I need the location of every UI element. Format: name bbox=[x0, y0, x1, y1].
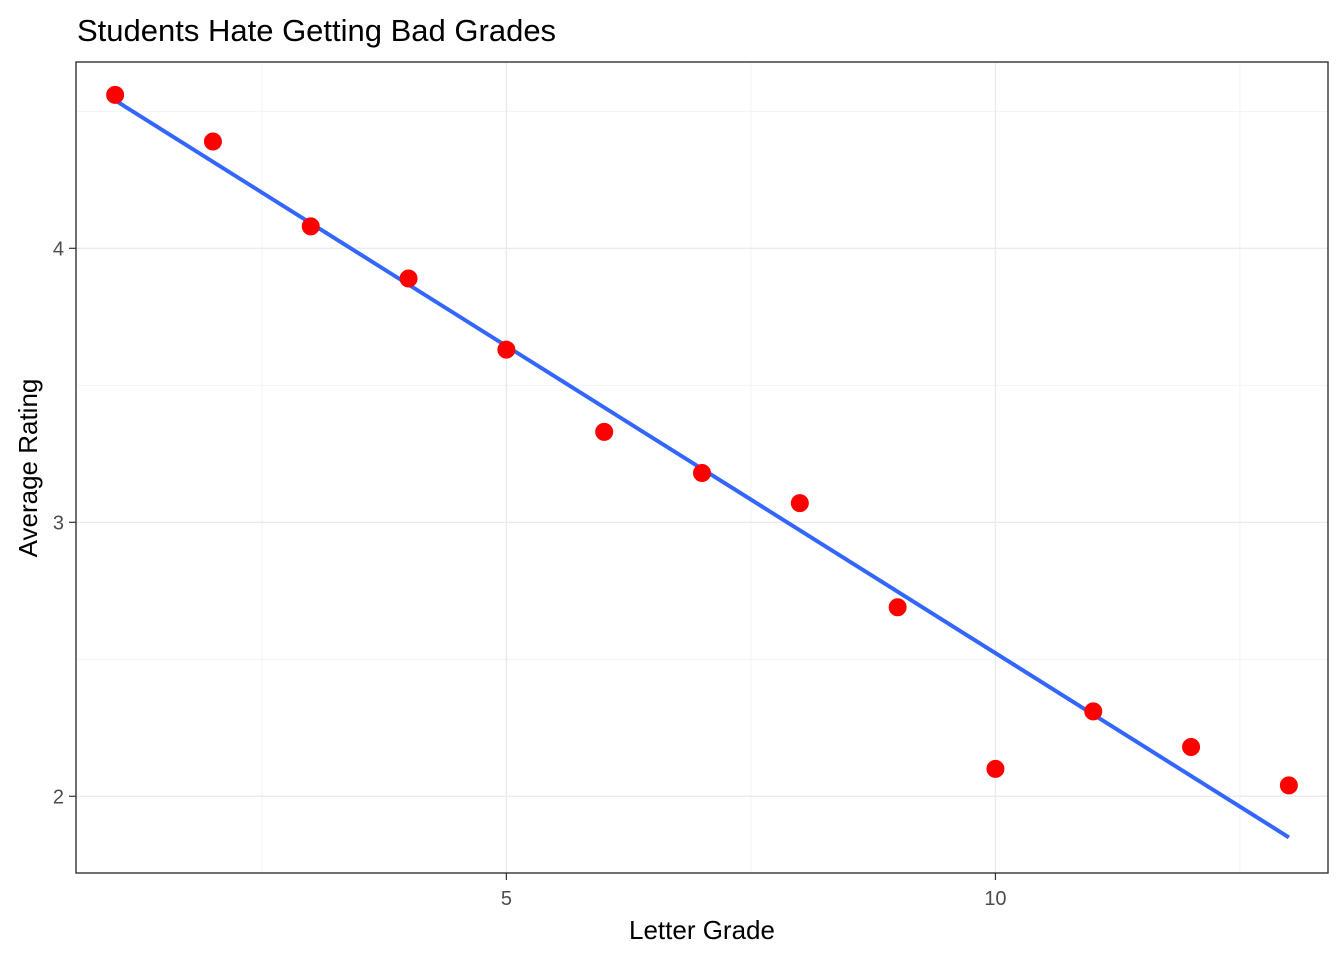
x-axis-title: Letter Grade bbox=[629, 915, 775, 945]
y-tick-label: 2 bbox=[53, 786, 64, 808]
data-point bbox=[301, 217, 320, 236]
data-point bbox=[497, 340, 516, 359]
data-point bbox=[595, 422, 614, 441]
y-tick-label: 4 bbox=[53, 238, 64, 260]
x-tick-label: 10 bbox=[984, 888, 1006, 910]
data-point bbox=[693, 463, 711, 482]
panel-border bbox=[75, 61, 1329, 874]
data-points bbox=[106, 85, 1298, 795]
data-point bbox=[986, 759, 1005, 778]
y-axis-title: Average Rating bbox=[13, 379, 43, 558]
data-point bbox=[1182, 737, 1201, 756]
grid-lines bbox=[76, 62, 1328, 873]
chart-title: Students Hate Getting Bad Grades bbox=[77, 13, 556, 48]
x-tick-label: 5 bbox=[501, 888, 512, 910]
data-point bbox=[1084, 702, 1103, 721]
data-point bbox=[1279, 776, 1298, 795]
x-tick-labels: 5 10 bbox=[501, 888, 1007, 910]
data-point bbox=[888, 598, 907, 617]
y-tick-labels: 2 3 4 bbox=[53, 238, 64, 808]
data-point bbox=[790, 494, 809, 513]
data-point bbox=[106, 85, 125, 104]
axis-ticks bbox=[69, 247, 997, 880]
y-tick-label: 3 bbox=[53, 512, 64, 534]
data-point bbox=[399, 269, 418, 288]
data-point bbox=[203, 132, 222, 151]
